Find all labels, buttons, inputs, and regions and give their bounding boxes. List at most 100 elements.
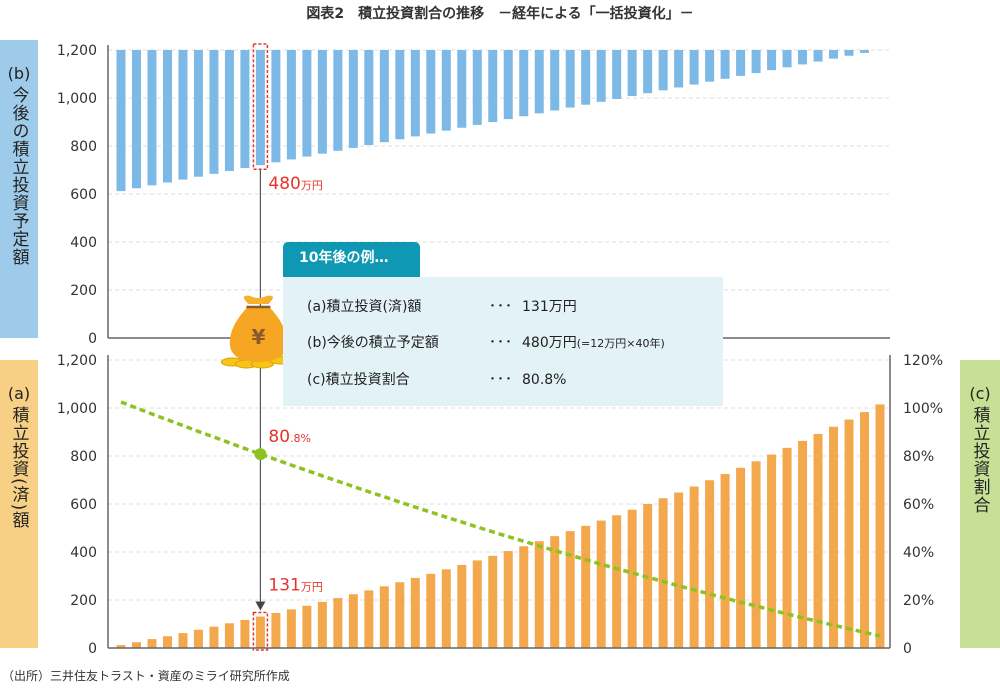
top-bar bbox=[658, 50, 668, 91]
top-bar bbox=[131, 50, 141, 189]
top-bar bbox=[782, 50, 792, 68]
axis-tag-c: (c) bbox=[969, 384, 991, 403]
bottom-bar bbox=[395, 582, 405, 648]
annotation-ratio: 80.8% bbox=[268, 427, 311, 447]
bottom-bar bbox=[209, 626, 219, 648]
y2-tick-label: 60% bbox=[903, 497, 934, 513]
bottom-left-axis-label-box: (a) 積立投資(済)額 bbox=[0, 360, 38, 648]
callout-note: (=12万円×40年) bbox=[576, 337, 665, 350]
bottom-bar bbox=[720, 474, 730, 648]
bottom-bar bbox=[503, 551, 513, 648]
top-bar bbox=[519, 50, 529, 117]
bottom-bar bbox=[302, 605, 312, 648]
axis-tag-b: (b) bbox=[7, 64, 31, 83]
top-bar bbox=[116, 50, 126, 192]
bottom-bar bbox=[379, 586, 389, 648]
top-bar bbox=[550, 50, 560, 111]
callout-row-c: (c)積立投資割合 ･･･ 80.8% bbox=[307, 369, 566, 389]
bottom-bar bbox=[519, 546, 529, 648]
bottom-bar bbox=[612, 515, 622, 648]
bottom-right-axis-label-box: (c) 積立投資割合 bbox=[960, 360, 1000, 648]
y2-tick-label: 0 bbox=[903, 641, 912, 657]
top-bar bbox=[798, 50, 808, 65]
bottom-bar bbox=[875, 404, 885, 648]
bottom-bar bbox=[844, 419, 854, 648]
y2-tick-label: 80% bbox=[903, 449, 934, 465]
highlight-box-bottom bbox=[252, 611, 269, 651]
annotation-top: 480万円 bbox=[268, 174, 322, 194]
top-bar bbox=[317, 50, 327, 154]
top-bar bbox=[240, 50, 250, 169]
top-bar bbox=[441, 50, 451, 131]
bottom-bar bbox=[565, 531, 575, 648]
annotation-value: 480 bbox=[268, 174, 300, 194]
top-bar bbox=[627, 50, 637, 97]
bottom-bar bbox=[116, 645, 126, 648]
bottom-bar bbox=[596, 520, 606, 648]
y2-tick-label: 100% bbox=[903, 401, 943, 417]
callout-row-b: (b)今後の積立予定額 ･･･ 480万円(=12万円×40年) bbox=[307, 332, 665, 352]
bottom-bar bbox=[674, 492, 684, 648]
bottom-bar bbox=[162, 636, 172, 648]
ratio-point bbox=[254, 448, 267, 461]
y-tick-label: 600 bbox=[70, 187, 97, 203]
bottom-bar bbox=[689, 486, 699, 648]
callout-row-a: (a)積立投資(済)額 ･･･ 131万円 bbox=[307, 296, 577, 316]
top-bar bbox=[193, 50, 203, 177]
bag-body bbox=[229, 306, 288, 362]
top-bar bbox=[488, 50, 498, 122]
y2-tick-label: 40% bbox=[903, 545, 934, 561]
bottom-bar bbox=[488, 555, 498, 648]
bottom-bar bbox=[798, 440, 808, 648]
callout-box: (a)積立投資(済)額 ･･･ 131万円 (b)今後の積立予定額 ･･･ 480万円(… bbox=[283, 277, 723, 406]
y-tick-label: 800 bbox=[70, 139, 97, 155]
bottom-bar bbox=[581, 525, 591, 648]
top-bar bbox=[581, 50, 591, 105]
y-tick-label: 800 bbox=[70, 449, 97, 465]
y-tick-label: 200 bbox=[70, 283, 97, 299]
top-bar bbox=[178, 50, 188, 180]
callout-dots: ･･･ bbox=[489, 335, 513, 351]
bottom-bar bbox=[410, 577, 420, 648]
bottom-bar bbox=[813, 433, 823, 648]
y-tick-label: 0 bbox=[88, 641, 97, 657]
bottom-bar bbox=[658, 498, 668, 648]
bottom-bar bbox=[147, 639, 157, 648]
bottom-bar bbox=[457, 564, 467, 648]
bottom-bar bbox=[627, 509, 637, 648]
annotation-value: 131 bbox=[268, 576, 300, 596]
bottom-bar bbox=[782, 447, 792, 648]
y-tick-label: 0 bbox=[88, 331, 97, 347]
y-tick-label: 200 bbox=[70, 593, 97, 609]
annotation-unit: .8% bbox=[290, 432, 311, 445]
top-bar bbox=[767, 50, 777, 71]
bottom-bar bbox=[364, 590, 374, 648]
top-bar bbox=[426, 50, 436, 134]
callout-value: 80.8% bbox=[522, 372, 567, 388]
bottom-bar bbox=[255, 616, 265, 648]
callout-value: 131万円 bbox=[522, 299, 577, 315]
bottom-bar bbox=[736, 467, 746, 648]
top-bar bbox=[395, 50, 405, 140]
top-bar bbox=[472, 50, 482, 125]
annotation-value: 80 bbox=[268, 427, 290, 447]
top-bar bbox=[302, 50, 312, 157]
callout-value: 480万円 bbox=[522, 335, 577, 351]
y2-tick-label: 120% bbox=[903, 353, 943, 369]
chart-title: 図表2 積立投資割合の推移 －経年による「一括投資化」－ bbox=[306, 6, 694, 22]
y-tick-label: 1,000 bbox=[57, 91, 97, 107]
top-bar bbox=[689, 50, 699, 85]
top-bar bbox=[829, 50, 839, 59]
top-bar bbox=[364, 50, 374, 146]
bottom-bar bbox=[178, 633, 188, 648]
top-bar bbox=[860, 50, 870, 53]
top-bar bbox=[751, 50, 761, 74]
callout-dots: ･･･ bbox=[489, 299, 513, 315]
source-note: （出所）三井住友トラスト・資産のミライ研究所作成 bbox=[2, 669, 290, 683]
annotation-bottom: 131万円 bbox=[268, 576, 322, 596]
top-bar bbox=[224, 50, 234, 171]
bottom-bar bbox=[317, 601, 327, 648]
y-tick-label: 400 bbox=[70, 235, 97, 251]
bottom-bar bbox=[271, 612, 281, 648]
